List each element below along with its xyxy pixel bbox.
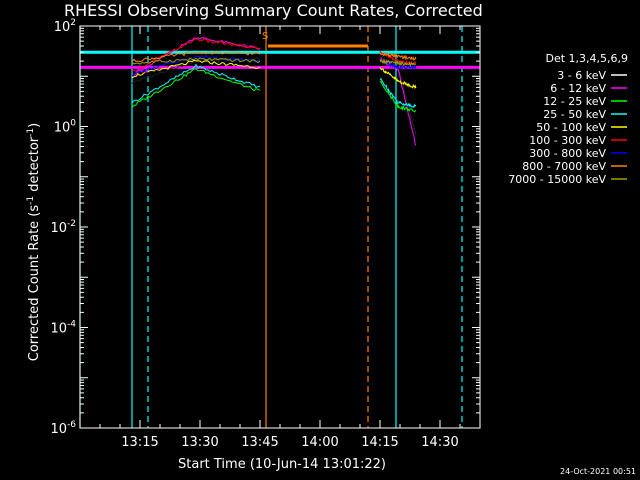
x-tick-label-1: 13:30: [181, 435, 218, 450]
series-line-3-segment-2: [379, 77, 417, 109]
y-tick-label-4: 10-6: [50, 420, 76, 437]
timestamp: 24-Oct-2021 00:51: [560, 467, 636, 476]
annotation-1: A1: [136, 64, 149, 75]
y-tick-label-3: 10-4: [50, 320, 76, 337]
legend-label-6: 300 - 800 keV: [529, 147, 606, 160]
series-line-8-segment-1: [131, 57, 261, 65]
x-axis-label: Start Time (10-Jun-14 13:01:22): [178, 457, 386, 472]
plot-frame: [79, 25, 481, 429]
y-tick-label-1: 100: [54, 119, 77, 136]
series-line-7-segment-1: [131, 50, 261, 63]
legend-label-8: 7000 - 15000 keV: [508, 173, 606, 186]
series-line-5-segment-2: [379, 50, 417, 66]
series-line-5-segment-1: [131, 38, 261, 73]
series-line-4-segment-2: [379, 66, 417, 90]
x-tick-label-5: 14:30: [421, 435, 458, 450]
axes-layer: 13:15 13:30 13:45 14:00 14:15 14:30 102 100 10-2…: [50, 18, 481, 450]
x-tick-label-3: 14:00: [301, 435, 338, 450]
x-tick-label-0: 13:15: [121, 435, 158, 450]
annotation-0: S: [262, 31, 268, 42]
y-axis-label-sup-1: -1: [26, 196, 36, 205]
y-axis-label: Corrected Count Rate (s-1 detector-1): [26, 123, 42, 361]
legend-label-0: 3 - 6 keV: [557, 69, 606, 82]
y-axis-label-main: Corrected Count Rate (s: [27, 205, 42, 362]
series-line-2-segment-2: [379, 80, 417, 113]
legend-label-7: 800 - 7000 keV: [522, 160, 606, 173]
legend-label-4: 50 - 100 keV: [536, 121, 606, 134]
y-tick-label-0: 102: [54, 18, 76, 35]
series-line-1-segment-1: [131, 37, 261, 79]
legend-label-3: 25 - 50 keV: [543, 108, 606, 121]
series-line-2-segment-1: [131, 68, 261, 108]
legend-label-1: 6 - 12 keV: [550, 82, 606, 95]
legend-title: Det 1,3,4,5,6,9: [545, 52, 628, 65]
plot-layer: S A1: [79, 26, 480, 428]
chart-title: RHESSI Observing Summary Count Rates, Co…: [64, 1, 483, 20]
series-line-4-segment-1: [131, 59, 261, 79]
legend-label-2: 12 - 25 keV: [543, 95, 606, 108]
legend-label-5: 100 - 300 keV: [529, 134, 606, 147]
y-axis-label-end: ): [27, 123, 42, 128]
series-line-7-segment-2: [379, 52, 417, 61]
x-tick-label-4: 14:15: [361, 435, 398, 450]
series-line-8-segment-2: [379, 58, 417, 68]
y-axis-label-sup-2: -1: [26, 128, 36, 137]
y-axis-label-mid: detector: [27, 136, 42, 196]
series-line-3-segment-1: [131, 63, 261, 104]
y-tick-label-2: 10-2: [50, 219, 76, 236]
x-tick-label-2: 13:45: [241, 435, 278, 450]
